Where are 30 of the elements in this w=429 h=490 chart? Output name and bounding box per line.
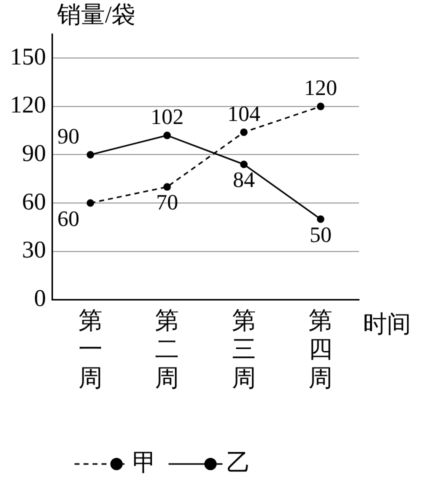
point — [316, 102, 324, 110]
data-label: 60 — [57, 206, 80, 231]
legend-label: 甲 — [132, 450, 156, 476]
x-tick-label: 第四周 — [308, 308, 333, 392]
data-label: 84 — [232, 167, 255, 192]
point — [316, 215, 324, 223]
point — [163, 132, 171, 140]
point — [240, 128, 248, 136]
point — [163, 183, 171, 191]
y-tick-label: 60 — [22, 189, 46, 216]
x-tick-label: 第三周 — [232, 308, 256, 392]
y-tick-label: 120 — [10, 92, 46, 119]
point — [240, 160, 248, 168]
x-axis-title: 时间 — [363, 312, 411, 338]
y-tick-label: 0 — [34, 286, 46, 312]
data-label: 104 — [227, 100, 260, 126]
data-label: 50 — [310, 222, 332, 247]
data-label: 90 — [57, 124, 80, 149]
y-tick-label: 30 — [22, 238, 46, 264]
legend-label: 乙 — [226, 450, 250, 476]
data-label: 120 — [304, 75, 338, 100]
x-tick-label: 第一周 — [78, 308, 102, 392]
point — [86, 150, 94, 158]
data-label: 70 — [156, 190, 178, 215]
y-tick-label: 90 — [22, 141, 46, 168]
point — [86, 199, 94, 207]
x-tick-label: 第二周 — [155, 308, 180, 392]
y-tick-label: 150 — [10, 44, 46, 70]
y-axis-title: 销量/袋 — [56, 2, 136, 28]
data-label: 102 — [150, 104, 184, 130]
